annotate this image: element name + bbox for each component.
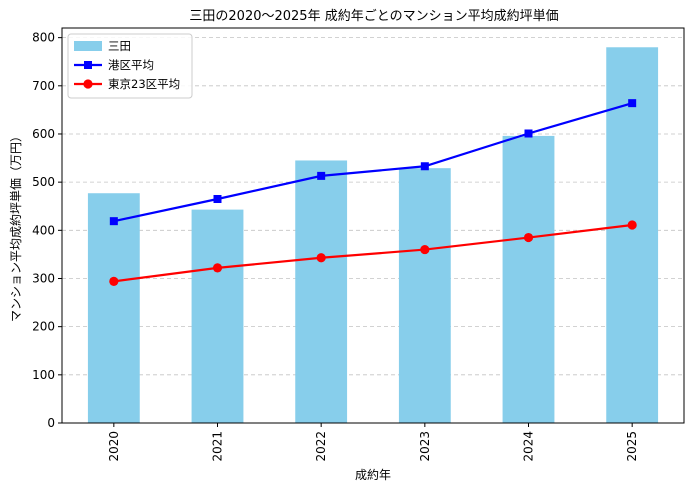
x-tick-label: 2021: [211, 431, 225, 462]
y-tick-label: 800: [32, 31, 55, 45]
y-tick-label: 400: [32, 223, 55, 237]
chart-title: 三田の2020〜2025年 成約年ごとのマンション平均成約坪単価: [189, 8, 558, 24]
series-2: [109, 220, 637, 286]
legend-label: 三田: [108, 39, 131, 53]
series-line: [113, 102, 633, 223]
x-axis-title: 成約年: [355, 467, 391, 482]
series-1: [109, 99, 637, 226]
point-2020: [109, 217, 118, 226]
legend-label: 港区平均: [108, 58, 154, 72]
legend-marker: [83, 79, 93, 89]
y-axis-ticks: 0 100 200 300 400 500 600 700 800: [32, 31, 62, 430]
bar-2022: [295, 160, 348, 423]
y-axis-title: マンション平均成約坪単価（万円）: [8, 130, 23, 322]
y-tick-label: 700: [32, 79, 55, 93]
point-2021: [212, 263, 223, 273]
point-2020: [109, 276, 119, 286]
point-2023: [420, 162, 429, 171]
point-2021: [213, 195, 222, 204]
point-2025: [628, 99, 637, 108]
legend-swatch: [74, 41, 102, 51]
y-tick-label: 0: [47, 416, 55, 430]
point-2022: [317, 171, 326, 180]
bar-2020: [87, 193, 140, 423]
point-2024: [524, 129, 533, 138]
y-tick-label: 600: [32, 127, 55, 141]
bar-2025: [606, 47, 659, 424]
series-line: [113, 223, 633, 283]
x-tick-label: 2022: [314, 431, 328, 462]
y-tick-label: 200: [32, 320, 55, 334]
x-tick-label: 2024: [522, 431, 536, 462]
y-tick-label: 300: [32, 271, 55, 285]
x-axis-ticks: 2020 2021 2022 2023 2024 2025: [107, 423, 639, 462]
bar-2024: [502, 135, 555, 423]
x-tick-label: 2020: [107, 431, 121, 462]
plot-frame: [61, 27, 685, 424]
legend-marker: [84, 61, 92, 69]
bar-series: [87, 47, 659, 424]
x-tick-label: 2025: [625, 431, 639, 462]
legend-label: 東京23区平均: [108, 77, 180, 91]
point-2025: [627, 220, 637, 230]
y-tick-label: 100: [32, 368, 55, 382]
y-tick-label: 500: [32, 175, 55, 189]
x-tick-label: 2023: [418, 431, 432, 462]
point-2024: [523, 232, 534, 243]
point-2023: [420, 244, 430, 255]
line-series: [109, 99, 637, 286]
bar-2023: [398, 168, 451, 423]
point-2022: [316, 253, 326, 263]
bar-2021: [191, 209, 244, 423]
